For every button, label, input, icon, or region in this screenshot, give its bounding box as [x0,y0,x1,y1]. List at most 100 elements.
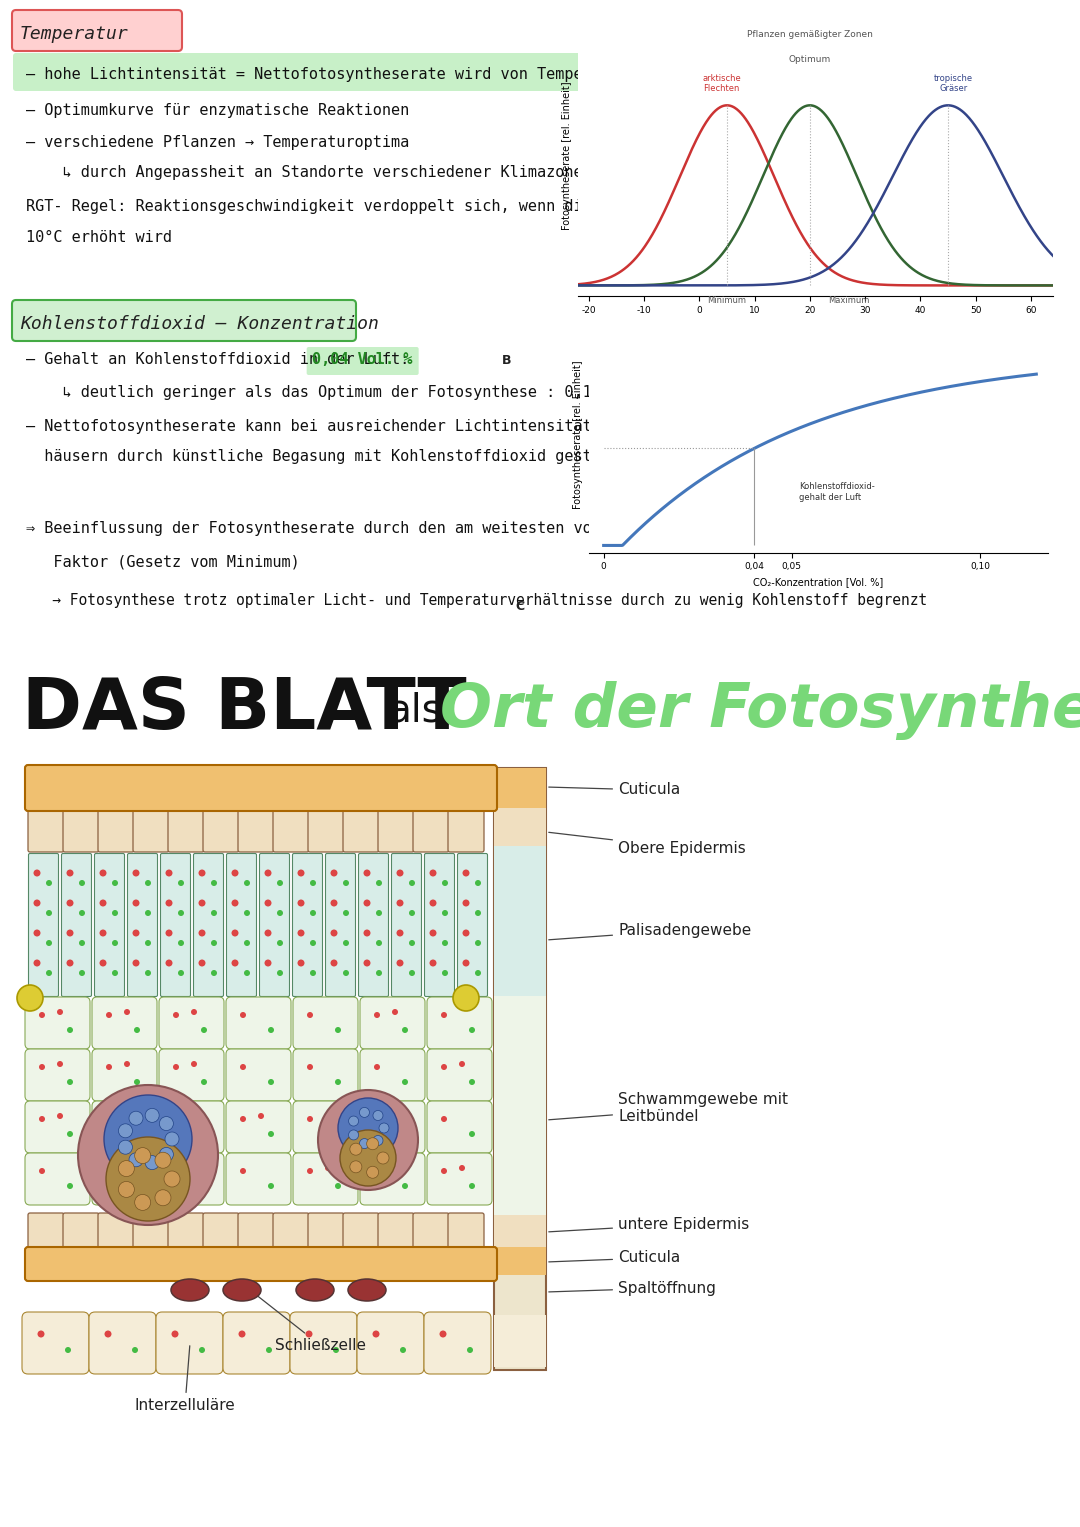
Circle shape [366,1167,379,1179]
Circle shape [276,910,283,916]
FancyBboxPatch shape [291,1312,357,1374]
Circle shape [154,1153,171,1168]
Text: ↳ deutlich geringer als das Optimum der Fotosynthese : 0,1 Vol. %: ↳ deutlich geringer als das Optimum der … [26,385,656,400]
Circle shape [211,880,217,886]
Text: 10°C erhöht wird: 10°C erhöht wird [26,231,172,246]
Circle shape [145,1109,159,1122]
Circle shape [430,869,436,876]
FancyBboxPatch shape [325,854,355,997]
Circle shape [106,1168,112,1174]
Circle shape [402,1028,408,1032]
Circle shape [145,970,151,976]
Circle shape [201,1028,207,1032]
Text: Faktor (Gesetz vom Minimum): Faktor (Gesetz vom Minimum) [26,554,300,570]
Circle shape [364,899,370,907]
Circle shape [330,930,337,936]
FancyBboxPatch shape [458,854,487,997]
Circle shape [119,1141,133,1154]
Circle shape [33,869,41,876]
Circle shape [134,1183,140,1190]
Circle shape [240,1168,246,1174]
Circle shape [268,1183,274,1190]
Circle shape [135,1194,150,1211]
Circle shape [106,1116,112,1122]
Circle shape [377,1151,389,1164]
Y-axis label: Fotosyntheserate [rel. Einheit]: Fotosyntheserate [rel. Einheit] [573,360,583,508]
Circle shape [440,1330,446,1338]
Circle shape [265,899,271,907]
Circle shape [441,1064,447,1070]
Bar [494,1215,546,1248]
Circle shape [409,910,415,916]
Circle shape [178,970,184,976]
FancyBboxPatch shape [273,809,309,852]
Circle shape [164,1171,180,1186]
FancyBboxPatch shape [391,854,421,997]
Circle shape [469,1183,475,1190]
Text: DAS BLATT: DAS BLATT [22,675,467,745]
Circle shape [343,880,349,886]
Circle shape [459,1061,465,1067]
FancyBboxPatch shape [168,1212,204,1249]
Circle shape [462,899,470,907]
Circle shape [396,869,404,876]
Circle shape [165,930,173,936]
Circle shape [310,970,316,976]
FancyBboxPatch shape [343,1212,379,1249]
Text: Kohlenstoffdioxid-
gehalt der Luft: Kohlenstoffdioxid- gehalt der Luft [799,483,875,502]
FancyBboxPatch shape [22,1312,89,1374]
FancyBboxPatch shape [259,854,289,997]
FancyBboxPatch shape [226,1101,291,1153]
FancyBboxPatch shape [25,1248,497,1281]
Circle shape [325,1165,330,1171]
Text: → Fotosynthese trotz optimaler Licht- und Temperaturverhältnisse durch zu wenig : → Fotosynthese trotz optimaler Licht- un… [26,592,928,608]
Circle shape [112,880,118,886]
Circle shape [310,880,316,886]
Circle shape [145,910,151,916]
FancyBboxPatch shape [360,1153,426,1205]
Circle shape [57,1113,63,1119]
Text: Spaltöffnung: Spaltöffnung [549,1281,716,1295]
Circle shape [366,1138,379,1150]
Circle shape [133,930,139,936]
Circle shape [67,1080,73,1086]
FancyBboxPatch shape [226,1153,291,1205]
FancyBboxPatch shape [168,809,204,852]
FancyBboxPatch shape [28,809,64,852]
Circle shape [442,910,448,916]
Circle shape [475,941,481,947]
Circle shape [350,1161,362,1173]
FancyBboxPatch shape [159,1049,224,1101]
Ellipse shape [348,1280,386,1301]
Circle shape [134,1132,140,1138]
Circle shape [396,899,404,907]
Circle shape [160,1116,174,1130]
Circle shape [106,1012,112,1019]
Circle shape [57,1061,63,1067]
Circle shape [199,959,205,967]
Ellipse shape [222,1280,261,1301]
FancyBboxPatch shape [12,11,183,50]
Circle shape [46,880,52,886]
Circle shape [409,880,415,886]
Circle shape [374,1168,380,1174]
FancyBboxPatch shape [92,1049,157,1101]
Circle shape [307,1064,313,1070]
Circle shape [178,880,184,886]
Circle shape [469,1080,475,1086]
Circle shape [46,910,52,916]
Y-axis label: Fotosyntheserate [rel. Einheit]: Fotosyntheserate [rel. Einheit] [563,81,572,231]
Circle shape [343,910,349,916]
Circle shape [191,1061,197,1067]
FancyBboxPatch shape [62,854,92,997]
X-axis label: Temperatur [°C]: Temperatur [°C] [777,321,854,330]
Circle shape [178,910,184,916]
Circle shape [199,930,205,936]
Circle shape [38,1330,44,1338]
Circle shape [310,941,316,947]
FancyBboxPatch shape [28,854,58,997]
Text: Cuticula: Cuticula [549,1251,680,1266]
Circle shape [373,1110,383,1121]
FancyBboxPatch shape [378,1212,414,1249]
Circle shape [350,1144,362,1156]
